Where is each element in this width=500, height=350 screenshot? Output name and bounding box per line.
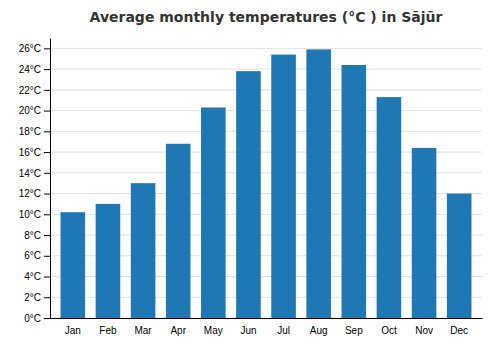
bar xyxy=(166,144,191,318)
y-tick: 2°C xyxy=(24,292,50,303)
y-tick-label: 10°C xyxy=(19,209,41,220)
y-tick-label: 14°C xyxy=(19,168,41,179)
x-tick-label: May xyxy=(204,325,223,336)
y-tick-mark xyxy=(44,173,50,174)
x-tick: Jan xyxy=(65,325,81,336)
x-tick-label: Jan xyxy=(65,325,81,336)
y-tick-mark xyxy=(44,48,50,49)
x-tick: Dec xyxy=(450,325,468,336)
x-tick: Oct xyxy=(381,325,397,336)
x-tick-label: Dec xyxy=(450,325,468,336)
y-tick-mark xyxy=(44,256,50,257)
bars xyxy=(61,49,472,318)
grid-line xyxy=(50,89,482,90)
x-tick-label: Apr xyxy=(170,325,186,336)
y-tick-label: 4°C xyxy=(24,271,41,282)
y-tick-mark xyxy=(44,277,50,278)
bar xyxy=(306,49,331,318)
y-tick-mark xyxy=(44,69,50,70)
y-axis-line xyxy=(50,39,51,319)
title: Average monthly temperatures (°C ) in Sā… xyxy=(90,9,443,25)
x-axis: Jan Feb Mar Apr May Jun Jul Aug Sep Oct Nov Dec xyxy=(51,319,483,337)
y-tick: 0°C xyxy=(24,313,50,324)
y-tick-label: 24°C xyxy=(19,64,41,75)
bar xyxy=(96,204,121,318)
grid-line xyxy=(50,110,482,111)
x-tick-label: Jul xyxy=(277,325,290,336)
y-tick: 8°C xyxy=(24,230,50,241)
y-tick: 16°C xyxy=(19,147,50,158)
x-axis-line xyxy=(51,318,483,319)
bar xyxy=(342,65,367,318)
y-tick-mark xyxy=(44,214,50,215)
y-tick-label: 16°C xyxy=(19,147,41,158)
bar xyxy=(201,107,226,318)
y-tick: 10°C xyxy=(19,209,50,220)
y-tick-label: 26°C xyxy=(19,43,41,54)
y-axis: 0°C 2°C 4°C 6°C 8°C 10°C 12°C 14°C 16°C 18°C 20°C 2… xyxy=(19,39,51,324)
x-tick: Jul xyxy=(277,325,290,336)
y-tick-label: 8°C xyxy=(24,230,41,241)
chart: 0°C 2°C 4°C 6°C 8°C 10°C 12°C 14°C 16°C 18°C 20°C 2… xyxy=(0,0,500,350)
x-tick-label: Oct xyxy=(381,325,397,336)
y-tick: 4°C xyxy=(24,271,50,282)
bar xyxy=(61,212,86,318)
x-tick: Aug xyxy=(310,325,328,336)
y-tick-mark xyxy=(44,297,50,298)
x-tick-label: Aug xyxy=(310,325,328,336)
x-tick-label: Feb xyxy=(99,325,117,336)
grid-line xyxy=(50,69,482,70)
bar xyxy=(447,194,472,318)
x-tick: Apr xyxy=(170,325,186,336)
y-tick: 12°C xyxy=(19,188,50,199)
y-tick: 18°C xyxy=(19,126,50,137)
x-tick-label: Sep xyxy=(345,325,363,336)
x-tick: Feb xyxy=(99,325,117,336)
y-tick-label: 18°C xyxy=(19,126,41,137)
y-tick: 24°C xyxy=(19,64,50,75)
y-tick-mark xyxy=(44,318,50,319)
y-tick-mark xyxy=(44,111,50,112)
y-tick-label: 6°C xyxy=(24,250,41,261)
y-tick: 22°C xyxy=(19,85,50,96)
x-tick: Nov xyxy=(415,325,433,336)
bar xyxy=(131,183,156,318)
y-tick-label: 0°C xyxy=(24,313,41,324)
y-tick-label: 12°C xyxy=(19,188,41,199)
bar xyxy=(412,148,437,318)
x-tick: May xyxy=(204,325,223,336)
y-tick: 26°C xyxy=(19,43,50,54)
y-tick: 6°C xyxy=(24,250,50,261)
x-tick: Sep xyxy=(345,325,363,336)
x-tick-label: Nov xyxy=(415,325,433,336)
y-tick-mark xyxy=(44,152,50,153)
bar xyxy=(236,71,261,318)
y-tick-mark xyxy=(44,194,50,195)
y-tick-mark xyxy=(44,235,50,236)
bar xyxy=(271,55,296,318)
grid-line xyxy=(50,48,482,49)
x-tick-label: Jun xyxy=(240,325,256,336)
grid-line xyxy=(50,131,482,132)
y-tick-label: 2°C xyxy=(24,292,41,303)
grid xyxy=(50,48,482,318)
y-tick: 20°C xyxy=(19,105,50,116)
bar xyxy=(377,97,402,318)
y-tick-mark xyxy=(44,90,50,91)
y-tick-label: 22°C xyxy=(19,85,41,96)
x-tick: Jun xyxy=(240,325,256,336)
x-tick: Mar xyxy=(134,325,152,336)
y-tick-label: 20°C xyxy=(19,105,41,116)
plot: 0°C 2°C 4°C 6°C 8°C 10°C 12°C 14°C 16°C 18°C 20°C 2… xyxy=(19,39,483,337)
y-tick: 14°C xyxy=(19,168,50,179)
y-tick-mark xyxy=(44,131,50,132)
x-tick-label: Mar xyxy=(134,325,152,336)
